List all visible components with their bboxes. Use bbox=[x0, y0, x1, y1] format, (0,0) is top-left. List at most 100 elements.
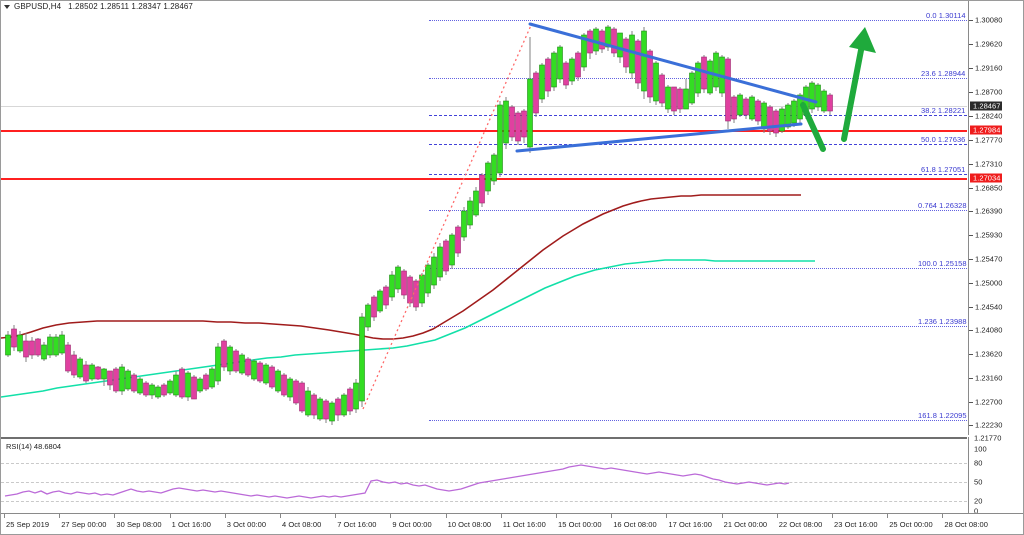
time-tick-separator bbox=[59, 514, 61, 518]
rsi-tick-20: 20 bbox=[974, 496, 983, 506]
price-tick-7: 1.26850 bbox=[975, 183, 1003, 193]
price-axis[interactable]: 1.30080 1.29620 1.29160 1.28700 1.28240 … bbox=[968, 1, 1023, 435]
resistance-line-1 bbox=[1, 130, 967, 132]
chevron-down-icon[interactable] bbox=[4, 4, 10, 9]
time-tick-6: 7 Oct 16:00 bbox=[337, 520, 377, 529]
time-tick-separator bbox=[224, 514, 226, 518]
fib-label-382: 38.2 1.28221 bbox=[921, 106, 966, 115]
price-tick-2: 1.29160 bbox=[975, 63, 1003, 73]
fib-label-236: 23.6 1.28944 bbox=[921, 69, 966, 78]
current-price-gridline bbox=[1, 106, 967, 107]
rsi-tick-80: 80 bbox=[974, 458, 983, 468]
time-tick-separator bbox=[4, 514, 5, 518]
fib-line-764 bbox=[429, 210, 967, 211]
time-tick-separator bbox=[942, 514, 944, 518]
price-tick-18: 1.21770 bbox=[974, 433, 1002, 443]
time-tick-11: 16 Oct 08:00 bbox=[613, 520, 657, 529]
fib-line-1236 bbox=[429, 326, 967, 327]
rsi-pane[interactable]: RSI(14) 48.6804 bbox=[1, 437, 967, 513]
rsi-indicator-label: RSI(14) 48.6804 bbox=[6, 442, 62, 451]
rsi-chart-svg bbox=[4, 464, 790, 499]
rsi-tick-100: 100 bbox=[974, 444, 987, 454]
time-tick-4: 3 Oct 00:00 bbox=[226, 520, 267, 529]
rsi-axis[interactable]: 1.21770 100 80 50 20 0 bbox=[968, 433, 1023, 516]
time-tick-separator bbox=[390, 514, 392, 518]
time-tick-15: 23 Oct 16:00 bbox=[834, 520, 878, 529]
price-pane[interactable]: 0.0 1.30114 23.6 1.28944 38.2 1.28221 50… bbox=[1, 1, 967, 435]
fib-line-618 bbox=[429, 174, 967, 175]
price-tick-12: 1.24540 bbox=[975, 302, 1003, 312]
ascending-trendline bbox=[515, 122, 803, 153]
price-tick-13: 1.24080 bbox=[975, 325, 1003, 335]
fib-line-500 bbox=[429, 144, 967, 145]
time-tick-separator bbox=[887, 514, 889, 518]
time-tick-0: 25 Sep 2019 bbox=[6, 520, 50, 529]
rsi-grid-80 bbox=[1, 463, 967, 464]
fib-label-0: 0.0 1.30114 bbox=[926, 11, 966, 20]
price-chart-svg bbox=[1, 22, 876, 425]
time-tick-separator bbox=[280, 514, 281, 518]
time-tick-separator bbox=[114, 514, 116, 518]
rsi-tick-50: 50 bbox=[974, 477, 983, 487]
price-tick-10: 1.25470 bbox=[975, 254, 1003, 264]
support-price-tag: 1.27034 bbox=[970, 173, 1003, 183]
rsi-line bbox=[4, 464, 790, 499]
time-axis-labels-right bbox=[1, 513, 1023, 534]
time-tick-17: 28 Oct 08:00 bbox=[944, 520, 988, 529]
time-axis[interactable]: 25 Sep 2019 27 Sep 00:00 30 Sep 08:00 1 Oct… bbox=[1, 513, 1023, 534]
time-tick-5: 4 Oct 08:00 bbox=[282, 520, 322, 529]
fib-line-1618 bbox=[429, 420, 967, 421]
moving-average-fast-line bbox=[1, 259, 815, 398]
time-tick-13: 21 Oct 00:00 bbox=[723, 520, 768, 529]
price-tick-0: 1.30080 bbox=[975, 15, 1003, 25]
time-tick-separator bbox=[832, 514, 833, 518]
price-tick-15: 1.23160 bbox=[975, 373, 1003, 383]
price-tick-16: 1.22700 bbox=[975, 397, 1003, 407]
price-tick-14: 1.23620 bbox=[975, 349, 1003, 359]
fib-diagonal-trendline bbox=[362, 22, 533, 410]
candlestick-series bbox=[5, 25, 833, 425]
ohlc-values: 1.28502 1.28511 1.28347 1.28467 bbox=[68, 2, 193, 11]
time-tick-separator bbox=[335, 514, 337, 518]
moving-average-slow-line bbox=[1, 194, 801, 340]
symbol-header: GBPUSD,H4 1.28502 1.28511 1.28347 1.2846… bbox=[0, 0, 1024, 13]
time-tick-10: 15 Oct 00:00 bbox=[558, 520, 602, 529]
time-tick-separator bbox=[556, 514, 557, 518]
current-price-tag: 1.28467 bbox=[970, 101, 1003, 111]
time-tick-separator bbox=[611, 514, 613, 518]
price-tick-6: 1.27310 bbox=[975, 159, 1003, 169]
fib-line-1000 bbox=[429, 268, 967, 269]
fib-label-1236: 1.236 1.23988 bbox=[918, 317, 967, 326]
fib-label-1618: 161.8 1.22095 bbox=[918, 411, 967, 420]
price-tick-3: 1.28700 bbox=[975, 87, 1003, 97]
arrow-up-annotation bbox=[841, 27, 876, 142]
price-tick-9: 1.25930 bbox=[975, 230, 1003, 240]
descending-trendline bbox=[528, 22, 818, 104]
fib-line-382 bbox=[429, 115, 967, 116]
resistance-price-tag: 1.27984 bbox=[970, 125, 1003, 135]
arrow-down-annotation bbox=[800, 102, 826, 152]
time-tick-2: 30 Sep 08:00 bbox=[116, 520, 162, 529]
fib-label-1000: 100.0 1.25158 bbox=[918, 259, 967, 268]
price-tick-1: 1.29620 bbox=[975, 39, 1003, 49]
price-tick-5: 1.27770 bbox=[975, 135, 1003, 145]
time-tick-1: 27 Sep 00:00 bbox=[61, 520, 107, 529]
time-tick-separator bbox=[169, 514, 171, 518]
symbol-label: GBPUSD,H4 bbox=[14, 2, 62, 11]
fib-label-500: 50.0 1.27636 bbox=[921, 135, 966, 144]
time-tick-separator bbox=[721, 514, 723, 518]
time-tick-16: 25 Oct 00:00 bbox=[889, 520, 933, 529]
time-tick-separator bbox=[500, 514, 502, 518]
time-tick-7: 9 Oct 00:00 bbox=[392, 520, 432, 529]
time-tick-separator bbox=[776, 514, 778, 518]
rsi-tick-0: 0 bbox=[974, 506, 979, 516]
price-tick-8: 1.26390 bbox=[975, 206, 1003, 216]
price-tick-11: 1.25000 bbox=[975, 278, 1003, 288]
time-tick-8: 10 Oct 08:00 bbox=[447, 520, 492, 529]
time-tick-separator bbox=[666, 514, 668, 518]
fib-line-0 bbox=[429, 20, 967, 21]
time-tick-14: 22 Oct 08:00 bbox=[778, 520, 823, 529]
time-tick-9: 11 Oct 16:00 bbox=[502, 520, 546, 529]
fib-label-618: 61.8 1.27051 bbox=[921, 165, 966, 174]
